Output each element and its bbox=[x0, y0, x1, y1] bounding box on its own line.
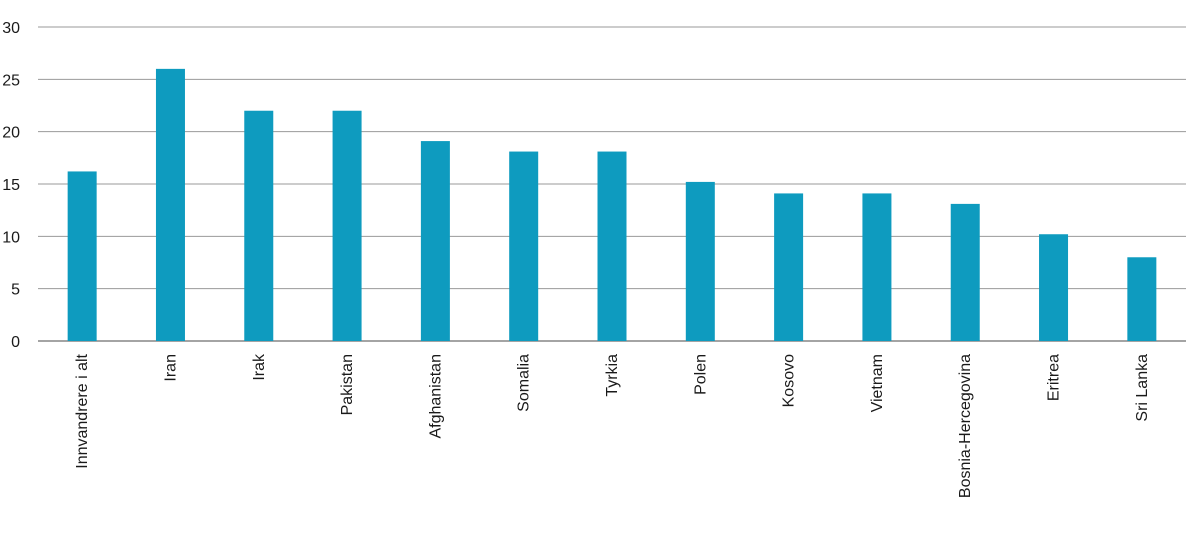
y-tick-label: 0 bbox=[11, 334, 20, 351]
x-tick-label: Pakistan bbox=[339, 354, 356, 415]
bar bbox=[774, 193, 804, 341]
y-tick-label: 5 bbox=[11, 282, 20, 299]
x-tick-label: Eritrea bbox=[1046, 354, 1063, 401]
x-tick-label: Somalia bbox=[516, 354, 533, 412]
bar bbox=[685, 181, 715, 341]
bar bbox=[332, 110, 362, 341]
x-tick-label: Irak bbox=[251, 353, 268, 381]
bar bbox=[1127, 257, 1157, 341]
x-tick-label: Sri Lanka bbox=[1134, 354, 1151, 422]
bar bbox=[155, 68, 185, 341]
x-tick-label: Vietnam bbox=[869, 354, 886, 412]
x-tick-label: Bosnia-Hercegovina bbox=[957, 354, 974, 498]
bar bbox=[244, 110, 274, 341]
x-tick-label: Afghanistan bbox=[427, 354, 444, 439]
bar bbox=[950, 203, 980, 341]
bar bbox=[509, 151, 539, 341]
y-axis-ticks: 0 5 10 15 20 25 30 bbox=[2, 20, 20, 351]
x-tick-label: Tyrkia bbox=[604, 354, 621, 397]
y-tick-label: 10 bbox=[2, 229, 20, 246]
bar bbox=[67, 171, 97, 341]
y-tick-label: 30 bbox=[2, 20, 20, 37]
x-tick-label: Kosovo bbox=[781, 354, 798, 407]
bars bbox=[67, 68, 1157, 341]
y-tick-label: 15 bbox=[2, 177, 20, 194]
x-axis-labels: Innvandrere i alt Iran Irak Pakistan Afghani… bbox=[74, 353, 1151, 498]
bar bbox=[420, 141, 450, 341]
x-tick-label: Innvandrere i alt bbox=[74, 353, 91, 468]
bar bbox=[597, 151, 627, 341]
x-tick-label: Iran bbox=[162, 354, 179, 382]
bar bbox=[862, 193, 892, 341]
y-tick-label: 25 bbox=[2, 72, 20, 89]
bar bbox=[1039, 234, 1069, 341]
grid-lines bbox=[38, 26, 1186, 342]
y-tick-label: 20 bbox=[2, 125, 20, 142]
x-tick-label: Polen bbox=[692, 354, 709, 395]
